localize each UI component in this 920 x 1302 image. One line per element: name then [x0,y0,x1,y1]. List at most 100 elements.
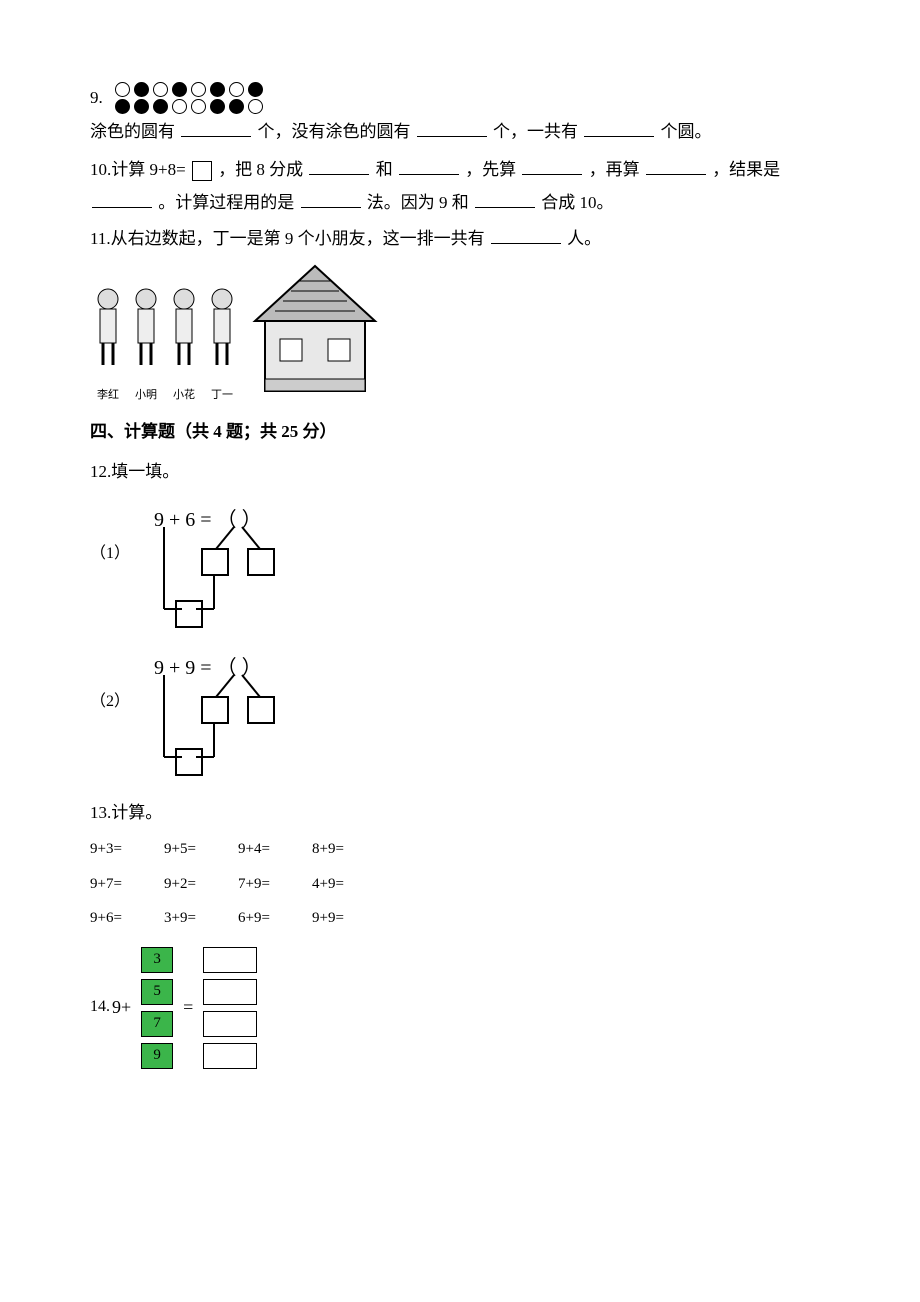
q13-title: 13.计算。 [90,797,830,829]
circle-icon [229,82,244,97]
calc-cell: 9+2= [164,870,220,899]
circle-icon [115,82,130,97]
q9-text-c: 个，一共有 [493,122,578,141]
blank[interactable] [399,156,459,176]
circle-icon [134,99,149,114]
answer-box[interactable] [192,161,212,181]
calc-cell: 8+9= [312,835,368,864]
q10-seg4: ，结果是 [712,160,780,179]
q10-prefix: 10.计算 9+8= [90,160,186,179]
blank[interactable] [181,117,251,137]
q9-text: 涂色的圆有 个，没有涂色的圆有 个，一共有 个圆。 [90,116,830,148]
q14-right-stack [203,947,257,1069]
blank[interactable] [584,117,654,137]
circle-icon [248,99,263,114]
q9-text-b: 个，没有涂色的圆有 [258,122,411,141]
blank[interactable] [301,188,361,208]
q9-header: 9. [90,80,830,116]
q14-prefix: 14. 9+ [90,990,131,1024]
green-box: 3 [141,947,173,973]
q12-title: 12.填一填。 [90,456,830,488]
q12-sub2: （2） 9 + 9 = （ ） [90,649,830,779]
question-12: 12.填一填。 （1） 9 + 6 = （ ） （2） 9 + 9 = （ ） [90,456,830,778]
circle-icon [191,82,206,97]
q11-text-a: 11.从右边数起，丁一是第 9 个小朋友，这一排一共有 [90,229,485,248]
decomposition-diagram-2: 9 + 9 = （ ） [144,649,344,779]
answer-box[interactable] [203,979,257,1005]
kid-label-1: 李红 [88,385,128,406]
circle-icon [229,99,244,114]
q10-seg1: ，把 8 分成 [218,160,303,179]
q14-left-stack: 3 5 7 9 [141,947,173,1069]
q10-seg6: 法。因为 9 和 [367,193,469,212]
q14-equals: = [183,990,193,1024]
circle-icon [191,99,206,114]
kid-label-3: 小花 [164,385,204,406]
calc-cell: 9+9= [312,904,368,933]
calc-cell: 9+4= [238,835,294,864]
q13-grid: 9+3= 9+5= 9+4= 8+9= 9+7= 9+2= 7+9= 4+9= 9+6= 3+9=… [90,835,830,933]
calc-cell: 9+3= [90,835,146,864]
section-4-title: 四、计算题（共 4 题；共 25 分） [90,416,830,448]
q10-seg7: 合成 10。 [541,193,613,212]
blank[interactable] [491,224,561,244]
calc-row: 9+3= 9+5= 9+4= 8+9= [90,835,830,864]
q11-text-b: 人。 [567,229,601,248]
circle-icon [172,99,187,114]
calc-cell: 6+9= [238,904,294,933]
question-10: 10.计算 9+8= ，把 8 分成 和 ，先算 ，再算 ，结果是 。计算过程用… [90,154,830,219]
circle-icon [115,99,130,114]
q10-seg5: 。计算过程用的是 [158,193,294,212]
circle-icon [172,82,187,97]
decomposition-diagram-1: 9 + 6 = （ ） [144,501,344,631]
kid-1 [90,285,126,386]
question-14: 14. 9+ 3 5 7 9 = [90,947,830,1069]
calc-cell: 3+9= [164,904,220,933]
q9-text-a: 涂色的圆有 [90,122,175,141]
calc-cell: 7+9= [238,870,294,899]
calc-row: 9+7= 9+2= 7+9= 4+9= [90,870,830,899]
circle-icon [210,99,225,114]
q10-and: 和 [376,160,393,179]
green-box: 7 [141,1011,173,1037]
q12-sub1-label: （1） [90,539,130,569]
q11-illustration: 李红 小明 小花 丁一 [90,261,390,406]
calc-cell: 4+9= [312,870,368,899]
q10-seg2: ，先算 [465,160,516,179]
q12-sub2-label: （2） [90,687,130,717]
question-9: 9. 涂色的圆有 个，没有涂色的圆有 个，一共有 个圆。 [90,80,830,148]
calc-cell: 9+6= [90,904,146,933]
blank[interactable] [522,156,582,176]
q9-circle-rows [115,80,263,116]
q10-seg3: ，再算 [589,160,640,179]
q9-number: 9. [90,82,103,114]
circle-icon [210,82,225,97]
blank[interactable] [92,188,152,208]
calc-cell: 9+5= [164,835,220,864]
kid-2 [128,285,164,386]
circle-icon [153,99,168,114]
q14-number: 14. [90,992,110,1022]
answer-box[interactable] [203,1011,257,1037]
kid-label-2: 小明 [126,385,166,406]
circle-icon [153,82,168,97]
question-13: 13.计算。 9+3=9+5=9+4=8+9=9+7=9+2=7+9=4+9=9… [90,797,830,933]
q12-sub1: （1） 9 + 6 = （ ） [90,501,830,631]
kid-3 [166,285,202,386]
blank[interactable] [309,156,369,176]
blank[interactable] [475,188,535,208]
calc-cell: 9+7= [90,870,146,899]
answer-box[interactable] [203,947,257,973]
green-box: 9 [141,1043,173,1069]
q14-base: 9+ [112,990,131,1024]
calc-row: 9+6= 3+9= 6+9= 9+9= [90,904,830,933]
blank[interactable] [646,156,706,176]
green-box: 5 [141,979,173,1005]
house-icon [235,261,395,406]
circle-icon [134,82,149,97]
q9-text-d: 个圆。 [661,122,712,141]
answer-box[interactable] [203,1043,257,1069]
circle-icon [248,82,263,97]
question-11: 11.从右边数起，丁一是第 9 个小朋友，这一排一共有 人。 李红 小明 小花 … [90,223,830,406]
blank[interactable] [417,117,487,137]
